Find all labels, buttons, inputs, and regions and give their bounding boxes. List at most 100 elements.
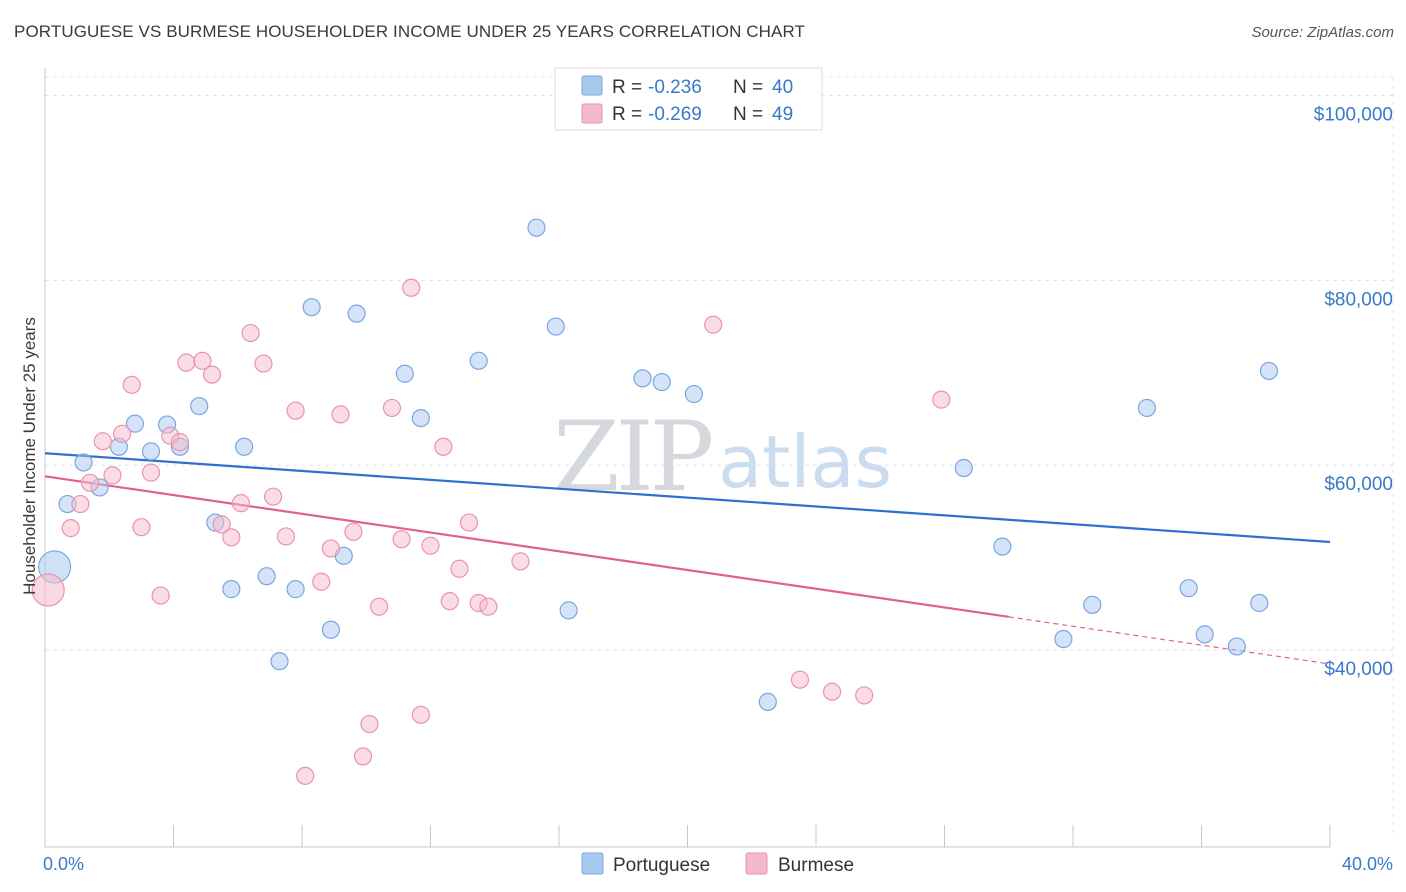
portuguese-point <box>633 369 652 388</box>
legend-n-value-portuguese: 40 <box>772 77 793 98</box>
burmese-point <box>170 433 190 452</box>
watermark: ZIP atlas <box>553 401 892 513</box>
bottom-legend-swatch-portuguese <box>581 852 604 875</box>
y-tick-label: $60,000 <box>1324 474 1393 495</box>
burmese-point <box>421 536 440 555</box>
portuguese-point <box>125 414 145 433</box>
burmese-point <box>459 513 479 532</box>
portuguese-point <box>993 537 1012 556</box>
portuguese-point <box>270 652 289 671</box>
burmese-point <box>855 686 874 705</box>
burmese-point <box>353 747 373 766</box>
portuguese-point <box>411 409 430 428</box>
burmese-point <box>402 278 421 297</box>
portuguese-point <box>321 620 341 639</box>
portuguese-point <box>222 580 241 599</box>
burmese-point <box>263 487 283 506</box>
portuguese-point <box>559 601 578 620</box>
burmese-point <box>704 315 723 334</box>
burmese-point <box>296 766 315 785</box>
burmese-point <box>790 670 810 689</box>
portuguese-point <box>758 692 777 711</box>
portuguese-point <box>286 580 305 599</box>
burmese-point <box>286 401 305 420</box>
portuguese-point <box>1227 637 1246 656</box>
burmese-point <box>112 424 132 443</box>
watermark-atlas: atlas <box>718 420 892 504</box>
portuguese-point <box>141 442 161 461</box>
burmese-point <box>61 519 80 538</box>
portuguese-point <box>347 304 366 323</box>
burmese-point <box>411 705 430 724</box>
portuguese-point <box>1054 629 1073 649</box>
portuguese-point <box>954 458 973 478</box>
legend-n-label-portuguese: N = <box>733 77 763 98</box>
portuguese-point <box>527 218 546 237</box>
burmese-point <box>434 437 453 456</box>
burmese-point <box>276 527 296 546</box>
burmese-point <box>231 494 251 513</box>
burmese-point <box>80 473 100 492</box>
portuguese-point <box>1179 579 1198 598</box>
x-tick-label-max: 40.0% <box>1342 854 1393 874</box>
burmese-point <box>382 398 402 418</box>
burmese-point <box>122 375 141 394</box>
portuguese-point <box>1250 593 1269 613</box>
burmese-trend-line <box>44 475 1009 618</box>
portuguese-point <box>1195 625 1214 644</box>
burmese-point <box>370 597 389 616</box>
chart-title: PORTUGUESE VS BURMESE HOUSEHOLDER INCOME… <box>14 22 806 41</box>
legend-swatch-portuguese <box>581 75 603 96</box>
y-tick-label: $80,000 <box>1324 289 1393 310</box>
y-tick-label: $100,000 <box>1314 104 1393 125</box>
burmese-point <box>392 530 411 549</box>
burmese-point <box>103 466 122 485</box>
x-tick-label-min: 0.0% <box>43 854 84 874</box>
burmese-point <box>141 463 161 482</box>
burmese-point <box>202 365 222 384</box>
portuguese-point <box>190 396 209 416</box>
portuguese-point <box>1137 398 1156 418</box>
portuguese-point <box>1083 595 1102 614</box>
burmese-point <box>151 586 170 605</box>
bottom-legend-label-portuguese: Portuguese <box>613 855 710 876</box>
portuguese-point <box>652 372 671 392</box>
legend-swatch-burmese <box>581 103 603 124</box>
chart-source: Source: ZipAtlas.com <box>1251 24 1394 41</box>
legend-r-value-portuguese: -0.236 <box>648 77 702 98</box>
portuguese-point <box>684 384 704 404</box>
legend-r-label-burmese: R = <box>612 104 642 125</box>
burmese-point <box>212 515 231 534</box>
portuguese-point <box>302 298 321 317</box>
burmese-point <box>71 494 90 514</box>
burmese-point <box>31 573 65 607</box>
portuguese-trend-line <box>44 452 1331 544</box>
burmese-point <box>241 323 260 343</box>
stats-legend: R = -0.236 N = 40 R = -0.269 N = 49 <box>554 67 823 131</box>
burmese-point <box>312 572 331 591</box>
series-legend: Portuguese Burmese <box>581 852 854 876</box>
burmese-point <box>822 682 842 701</box>
portuguese-point <box>74 453 93 472</box>
burmese-point <box>254 354 273 373</box>
burmese-point <box>479 597 498 616</box>
portuguese-point <box>235 437 254 456</box>
portuguese-point <box>257 567 276 586</box>
burmese-point <box>93 432 112 451</box>
burmese-point <box>344 522 363 541</box>
burmese-point <box>440 592 459 611</box>
portuguese-point <box>1259 361 1279 381</box>
burmese-point <box>177 353 196 372</box>
axes: $40,000 $60,000 $80,000 $100,000 0.0% 40.0% <box>43 68 1393 874</box>
portuguese-point <box>395 364 414 383</box>
trend-lines <box>44 452 1331 665</box>
burmese-point <box>222 528 241 547</box>
data-points <box>31 218 1279 785</box>
y-tick-label: $40,000 <box>1324 659 1393 680</box>
burmese-point <box>331 405 350 424</box>
bottom-legend-label-burmese: Burmese <box>778 855 854 876</box>
burmese-point <box>932 390 951 409</box>
y-axis-label: Householder Income Under 25 years <box>20 317 39 595</box>
bottom-legend-swatch-burmese <box>745 852 768 875</box>
portuguese-point <box>469 351 488 370</box>
